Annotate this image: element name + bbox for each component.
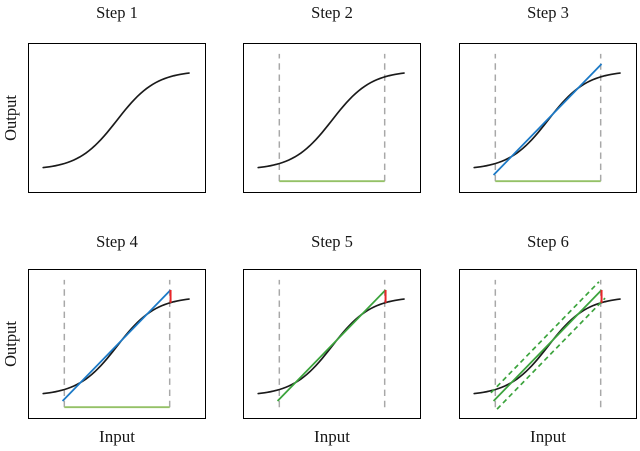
panel-title: Step 2 bbox=[311, 3, 353, 22]
x-axis-label-col-2: Input bbox=[314, 427, 350, 446]
sigmoid-curve bbox=[42, 72, 190, 169]
step-3-plot bbox=[459, 43, 637, 193]
step-2-plot bbox=[243, 43, 421, 193]
step-5-plot bbox=[243, 269, 421, 419]
panel-title: Step 4 bbox=[96, 232, 138, 251]
step-6-plot bbox=[459, 269, 637, 419]
y-axis-label-row-1: Output bbox=[1, 95, 20, 141]
x-axis-label-col-3: Input bbox=[530, 427, 566, 446]
y-axis-label-row-2: Output bbox=[1, 321, 20, 367]
step-1-plot bbox=[28, 43, 206, 193]
lower-bound-dashed-line bbox=[496, 297, 606, 410]
x-axis-label-col-1: Input bbox=[99, 427, 135, 446]
panel-title: Step 3 bbox=[527, 3, 569, 22]
panel-step-6: Step 6 bbox=[459, 227, 637, 419]
relaxation-line-blue bbox=[492, 63, 603, 176]
sigmoid-curve bbox=[257, 72, 405, 169]
sigmoid-curve bbox=[257, 298, 405, 395]
panel-step-2: Step 2 bbox=[243, 1, 421, 193]
panel-title: Step 5 bbox=[311, 232, 353, 251]
panel-title: Step 6 bbox=[527, 232, 569, 251]
relaxation-line-blue bbox=[61, 289, 172, 402]
step-4-plot bbox=[28, 269, 206, 419]
panel-step-1: Step 1 bbox=[28, 1, 206, 193]
panel-step-3: Step 3 bbox=[459, 1, 637, 193]
panel-title: Step 1 bbox=[96, 3, 138, 22]
relaxation-line-green bbox=[492, 289, 603, 402]
sigmoid-curve bbox=[473, 298, 621, 395]
upper-bound-dashed-line bbox=[490, 281, 600, 394]
sigmoid-curve bbox=[473, 72, 621, 169]
sigmoid-curve bbox=[42, 298, 190, 395]
relaxation-line-green bbox=[276, 289, 387, 402]
panel-step-4: Step 4 bbox=[28, 227, 206, 419]
panel-step-5: Step 5 bbox=[243, 227, 421, 419]
